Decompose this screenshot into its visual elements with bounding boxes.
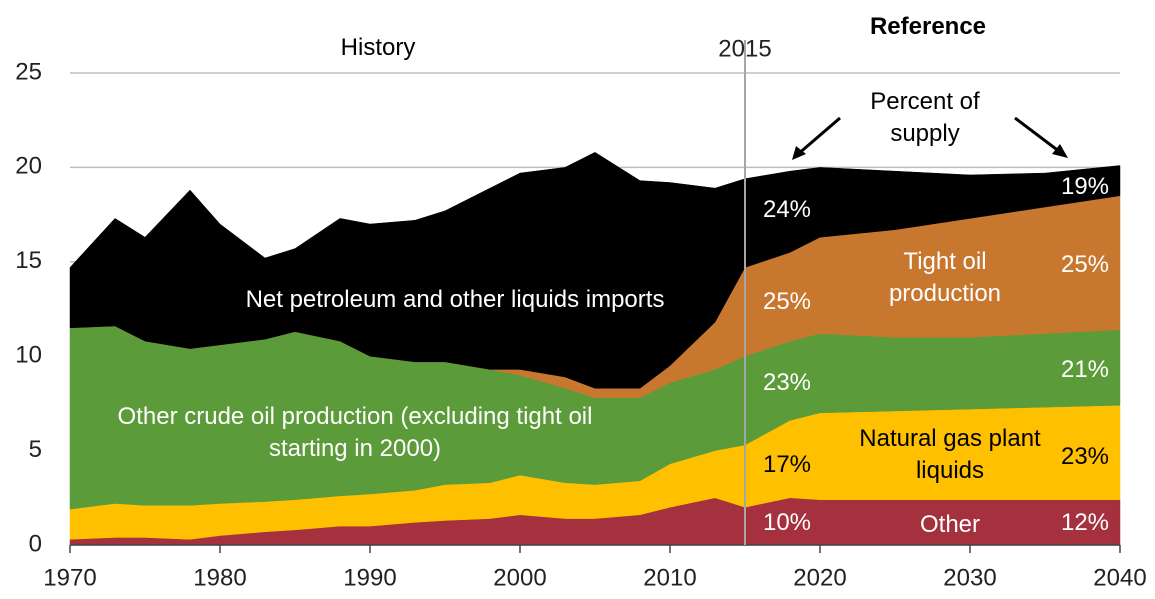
series-label: Tight oil production [888, 248, 1002, 307]
series-label: Other [919, 511, 981, 538]
share-label: 23% [762, 369, 812, 396]
share-label: 21% [1060, 356, 1110, 383]
share-label: 12% [1060, 509, 1110, 536]
share-label: 10% [762, 509, 812, 536]
y-tick-label: 0 [29, 530, 42, 557]
divider-label: 2015 [718, 35, 771, 62]
history-label: History [340, 34, 416, 61]
x-tick-label: 1990 [343, 564, 396, 591]
areas [69, 152, 1121, 546]
front: 1970 1980 1990 2000 2010 2020 2030 2040 2015 [43, 35, 1146, 591]
x-tick-label: 2010 [643, 564, 696, 591]
arrow [1014, 116, 1061, 154]
share-label: 19% [1060, 173, 1110, 200]
arrow-head [1052, 144, 1068, 158]
area [69, 152, 1121, 389]
percent-label: Percent of supply [870, 88, 980, 147]
series-label: Natural gas plant liquids [859, 425, 1041, 484]
share-label: 23% [1060, 443, 1110, 470]
x-tick-label: 1970 [43, 564, 96, 591]
y-tick-label: 25 [15, 58, 42, 85]
x-tick-label: 2030 [943, 564, 996, 591]
x-tick-label: 2020 [793, 564, 846, 591]
x-tick-label: 2000 [493, 564, 546, 591]
x-tick-label: 1980 [193, 564, 246, 591]
y-tick-label: 15 [15, 247, 42, 274]
share-label: 25% [1060, 251, 1110, 278]
arrow-head [792, 146, 806, 160]
series-label: Other crude oil production (excluding ti… [117, 403, 593, 462]
chart-title: Reference [869, 13, 987, 40]
share-label: 25% [762, 288, 812, 315]
y-tick-label: 10 [15, 342, 42, 369]
arrow [796, 116, 841, 157]
share-label: 17% [762, 451, 812, 478]
series-label: Net petroleum and other liquids imports [245, 286, 665, 313]
y-tick-label: 5 [29, 436, 42, 463]
share-label: 24% [762, 196, 812, 223]
x-tick-label: 2040 [1093, 564, 1146, 591]
y-tick-label: 20 [15, 153, 42, 180]
